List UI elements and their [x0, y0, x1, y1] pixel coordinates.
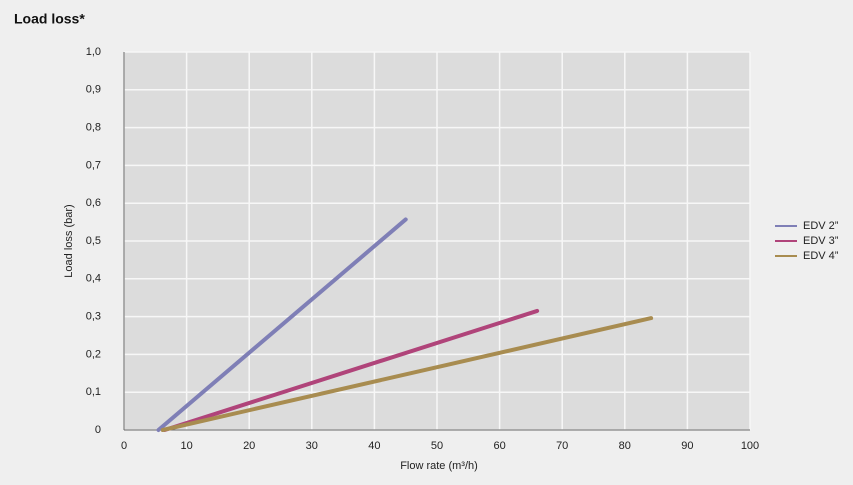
y-tick-label: 0,6	[86, 197, 101, 209]
x-tick-label: 50	[431, 440, 443, 452]
legend-label: EDV 3”	[803, 235, 839, 247]
y-tick-label: 0,5	[86, 235, 101, 247]
x-tick-label: 80	[619, 440, 631, 452]
x-axis-label: Flow rate (m³/h)	[400, 460, 478, 472]
x-tick-label: 20	[243, 440, 255, 452]
y-tick-label: 0,9	[86, 84, 101, 96]
series-line	[160, 316, 654, 432]
legend-label: EDV 4”	[803, 250, 839, 262]
y-tick-label: 0,8	[86, 122, 101, 134]
x-tick-label: 10	[180, 440, 192, 452]
x-tick-label: 90	[681, 440, 693, 452]
y-tick-label: 0,2	[86, 348, 101, 360]
x-tick-label: 60	[493, 440, 505, 452]
x-tick-label: 70	[556, 440, 568, 452]
y-tick-label: 0,3	[86, 311, 101, 323]
legend-label: EDV 2”	[803, 220, 839, 232]
series-line	[156, 217, 408, 432]
y-tick-label: 0,4	[86, 273, 101, 285]
y-tick-label: 0,7	[86, 159, 101, 171]
x-tick-label: 0	[121, 440, 127, 452]
y-axis-label: Load loss (bar)	[63, 204, 75, 277]
y-tick-label: 0	[95, 424, 101, 436]
y-tick-label: 1,0	[86, 46, 101, 58]
x-tick-label: 100	[741, 440, 759, 452]
x-tick-label: 30	[306, 440, 318, 452]
x-tick-label: 40	[368, 440, 380, 452]
y-tick-label: 0,1	[86, 386, 101, 398]
chart-title: Load loss*	[14, 11, 85, 27]
series-line	[162, 308, 540, 432]
